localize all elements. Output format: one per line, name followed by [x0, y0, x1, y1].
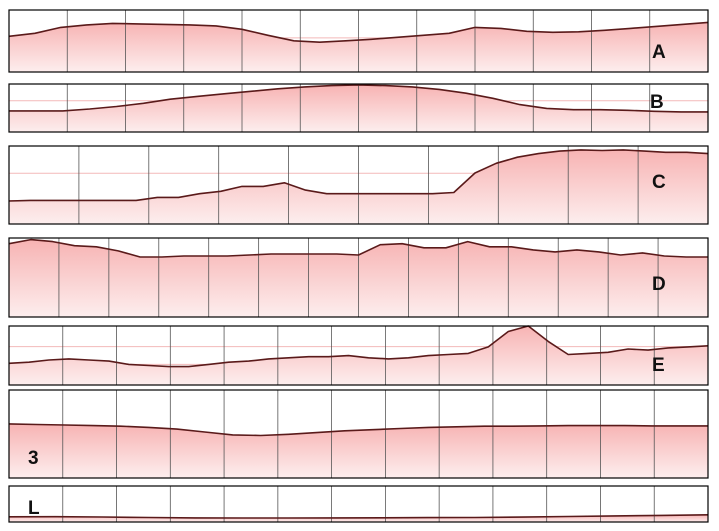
panel-label: B — [650, 92, 664, 113]
panel-label: A — [652, 42, 666, 63]
series-line — [8, 238, 708, 258]
series-area — [9, 423, 708, 478]
panel-border — [8, 145, 709, 225]
series-line — [8, 325, 709, 368]
series-line — [8, 514, 709, 519]
panel-L: L — [8, 485, 709, 523]
series-area — [9, 149, 708, 224]
panel-label: 3 — [28, 448, 39, 469]
panel-border — [8, 9, 709, 73]
panel-border — [8, 389, 709, 479]
series-line — [8, 423, 708, 437]
panel-label: C — [652, 172, 666, 193]
series-line — [9, 84, 708, 113]
panel-border — [8, 237, 709, 318]
panel-border — [8, 325, 709, 386]
panel-C: C — [8, 145, 709, 225]
series-area — [9, 326, 708, 385]
panel-D: D — [8, 237, 709, 318]
panel-border — [8, 83, 709, 133]
panel-E: E — [8, 325, 709, 386]
series-line — [8, 149, 709, 202]
panels-group: A B C D E 3 L — [8, 9, 709, 523]
panel-A: A — [8, 9, 709, 73]
panel-label: D — [652, 274, 666, 295]
panel-B: B — [8, 83, 709, 133]
panel-3: 3 — [8, 389, 709, 479]
panel-label: L — [28, 498, 40, 519]
panel-border — [8, 485, 709, 523]
panel-label: E — [652, 355, 665, 376]
series-line — [8, 21, 709, 43]
